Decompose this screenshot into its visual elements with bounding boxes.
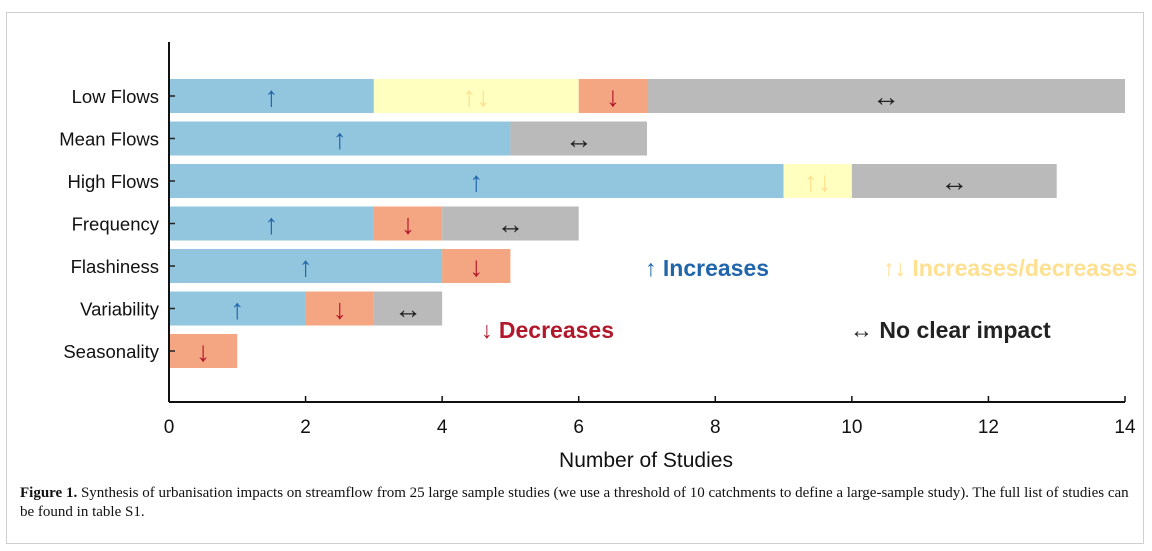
bar-low-flows-increases-decreases [373,79,579,113]
legend-symbol-increases-decreases: ↑↓ [883,255,912,281]
legend-text-increases-decreases: Increases/decreases [912,255,1137,281]
bars-layer [169,79,1125,368]
bar-symbol-high-flows-no-clear-impact: ↔ [940,166,968,197]
bar-low-flows-increases [169,79,374,113]
legend-item-no-clear-impact: ↔ No clear impact [850,317,1051,343]
legend-text-no-clear-impact: No clear impact [879,317,1051,343]
bar-symbol-variability-increases: ↑ [230,294,244,325]
bar-symbol-seasonality-decreases: ↓ [196,336,210,367]
bar-symbol-frequency-decreases: ↓ [401,209,415,240]
bar-frequency-increases [169,206,374,241]
bar-symbol-low-flows-no-clear-impact: ↔ [872,81,900,112]
legend-item-decreases: ↓ Decreases [481,317,614,343]
bar-symbol-flashiness-increases: ↑ [299,251,313,282]
y-tick-label-flashiness: Flashiness [71,256,159,277]
bar-low-flows-decreases [578,79,647,113]
bar-symbol-frequency-no-clear-impact: ↔ [496,209,524,240]
legend-item-increases: ↑ Increases [645,255,769,281]
bar-flashiness-decreases [442,249,511,283]
bar-frequency-decreases [373,206,443,241]
figure-caption: Figure 1. Synthesis of urbanisation impa… [20,484,1130,522]
bar-variability-no-clear-impact [373,291,443,326]
bar-symbol-high-flows-increases: ↑ [469,166,483,197]
y-tick-label-seasonality: Seasonality [63,341,159,362]
bar-symbol-low-flows-increases-decreases: ↑↓ [462,81,490,112]
x-tick-label-2: 2 [300,417,311,438]
y-tick-label-frequency: Frequency [72,214,160,235]
x-axis-label: Number of Studies [559,449,733,472]
y-tick-label-mean-flows: Mean Flows [59,129,159,150]
legend-label-increases: ↑ Increases [645,255,769,281]
bar-high-flows-increases [169,164,784,198]
legend-label-decreases: ↓ Decreases [481,317,614,343]
bar-symbol-mean-flows-no-clear-impact: ↔ [565,124,593,155]
x-tick-label-14: 14 [1114,417,1136,438]
bar-symbols-layer: ↑ ↑↓ ↓ ↔↑ ↔↑ ↑↓ ↔↑ ↓ ↔↑ ↓↑ ↓ ↔↓ [196,81,968,367]
axes-layer: Low Flows Mean Flows High Flows Frequency Fl… [59,42,1136,438]
bar-symbol-low-flows-increases: ↑ [264,81,278,112]
bar-variability-increases [169,291,306,326]
bar-flashiness-increases [169,249,443,283]
bar-symbol-variability-decreases: ↓ [333,294,347,325]
caption-label: Figure 1. [20,485,78,501]
bar-symbol-frequency-increases: ↑ [264,209,278,240]
y-tick-label-high-flows: High Flows [68,171,160,192]
x-tick-label-0: 0 [164,417,175,438]
x-tick-label-6: 6 [573,417,584,438]
x-tick-label-4: 4 [437,417,448,438]
bar-symbol-high-flows-increases-decreases: ↑↓ [804,166,832,197]
x-tick-label-10: 10 [841,417,862,438]
caption-text: Synthesis of urbanisation impacts on str… [20,485,1129,520]
legend-symbol-increases: ↑ [645,255,663,281]
legend-label-no-clear-impact: ↔ No clear impact [850,317,1051,343]
x-tick-label-12: 12 [978,417,999,438]
bar-mean-flows-increases [169,121,511,156]
bar-symbol-mean-flows-increases: ↑ [333,124,347,155]
legend-text-increases: Increases [663,255,769,281]
x-tick-label-8: 8 [710,417,721,438]
bar-high-flows-no-clear-impact [851,164,1057,198]
bar-symbol-flashiness-decreases: ↓ [469,251,483,282]
legend-layer: ↑ Increases ↑↓ Increases/decreases↓ Decre… [481,255,1137,343]
legend-symbol-decreases: ↓ [481,317,499,343]
bar-frequency-no-clear-impact [442,206,579,241]
legend-text-decreases: Decreases [499,317,614,343]
legend-label-increases-decreases: ↑↓ Increases/decreases [883,255,1137,281]
bar-high-flows-increases-decreases [783,164,852,198]
bar-variability-decreases [305,291,374,326]
bar-mean-flows-no-clear-impact [510,121,647,156]
y-tick-label-low-flows: Low Flows [72,86,159,107]
bar-symbol-low-flows-decreases: ↓ [606,81,620,112]
bar-symbol-variability-no-clear-impact: ↔ [394,294,422,325]
bar-low-flows-no-clear-impact [647,79,1125,113]
legend-symbol-no-clear-impact: ↔ [850,317,879,343]
bar-seasonality-decreases [169,334,238,368]
legend-item-increases-decreases: ↑↓ Increases/decreases [883,255,1137,281]
y-tick-label-variability: Variability [80,299,160,320]
